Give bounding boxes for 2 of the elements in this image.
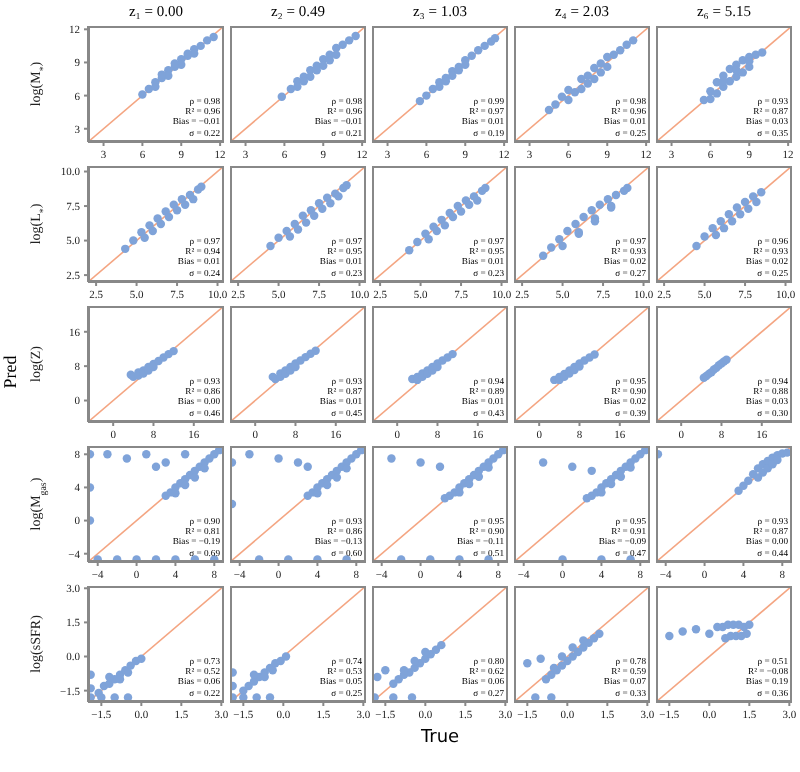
text: Pred: [0, 353, 20, 393]
text: True: [418, 728, 462, 748]
